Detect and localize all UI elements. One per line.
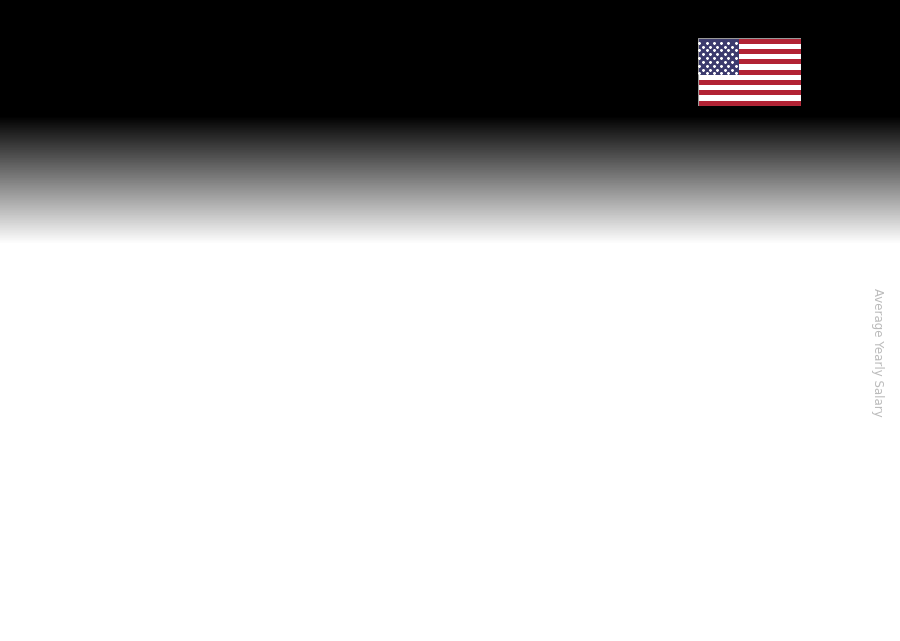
- Bar: [729, 239, 810, 545]
- Bar: [698, 90, 801, 96]
- Bar: [698, 101, 801, 106]
- Polygon shape: [338, 326, 428, 332]
- Bar: [698, 96, 801, 101]
- Bar: [698, 64, 801, 69]
- Text: +22%: +22%: [405, 223, 461, 241]
- Polygon shape: [158, 431, 166, 545]
- Text: salary: salary: [367, 565, 424, 583]
- Bar: [76, 437, 158, 545]
- Polygon shape: [288, 394, 297, 545]
- Bar: [698, 49, 801, 54]
- Text: 276,000 USD: 276,000 USD: [732, 247, 814, 260]
- Text: 234,000 USD: 234,000 USD: [471, 293, 553, 306]
- Bar: [698, 75, 801, 80]
- Bar: [598, 263, 680, 545]
- Bar: [468, 286, 549, 545]
- Bar: [338, 332, 418, 545]
- Text: 192,000 USD: 192,000 USD: [340, 340, 422, 353]
- Text: +48%: +48%: [274, 269, 330, 287]
- Text: +9%: +9%: [542, 199, 585, 217]
- Text: 255,000 USD: 255,000 USD: [601, 270, 684, 283]
- Polygon shape: [76, 431, 166, 437]
- Text: Average Yearly Salary: Average Yearly Salary: [871, 288, 884, 417]
- Text: Salary Comparison By Experience: Salary Comparison By Experience: [58, 48, 634, 77]
- Bar: [698, 38, 801, 44]
- Bar: [698, 69, 801, 75]
- Text: explorer.com: explorer.com: [424, 565, 532, 583]
- Bar: [698, 54, 801, 59]
- Polygon shape: [598, 256, 688, 263]
- Text: +34%: +34%: [144, 338, 200, 356]
- Text: Physician - Ophthalmology: Physician - Ophthalmology: [58, 108, 319, 127]
- Polygon shape: [810, 233, 819, 545]
- Polygon shape: [680, 256, 688, 545]
- Bar: [698, 44, 801, 49]
- Polygon shape: [468, 279, 558, 286]
- Bar: [698, 85, 801, 90]
- Bar: [698, 38, 739, 75]
- Text: +8%: +8%: [672, 176, 716, 194]
- Text: 97,200 USD: 97,200 USD: [70, 456, 144, 470]
- Polygon shape: [418, 326, 427, 545]
- Bar: [207, 401, 288, 545]
- Bar: [698, 59, 801, 64]
- Polygon shape: [207, 394, 297, 401]
- Bar: [698, 80, 801, 85]
- Polygon shape: [549, 279, 558, 545]
- Text: 130,000 USD: 130,000 USD: [210, 408, 292, 421]
- Polygon shape: [729, 233, 819, 239]
